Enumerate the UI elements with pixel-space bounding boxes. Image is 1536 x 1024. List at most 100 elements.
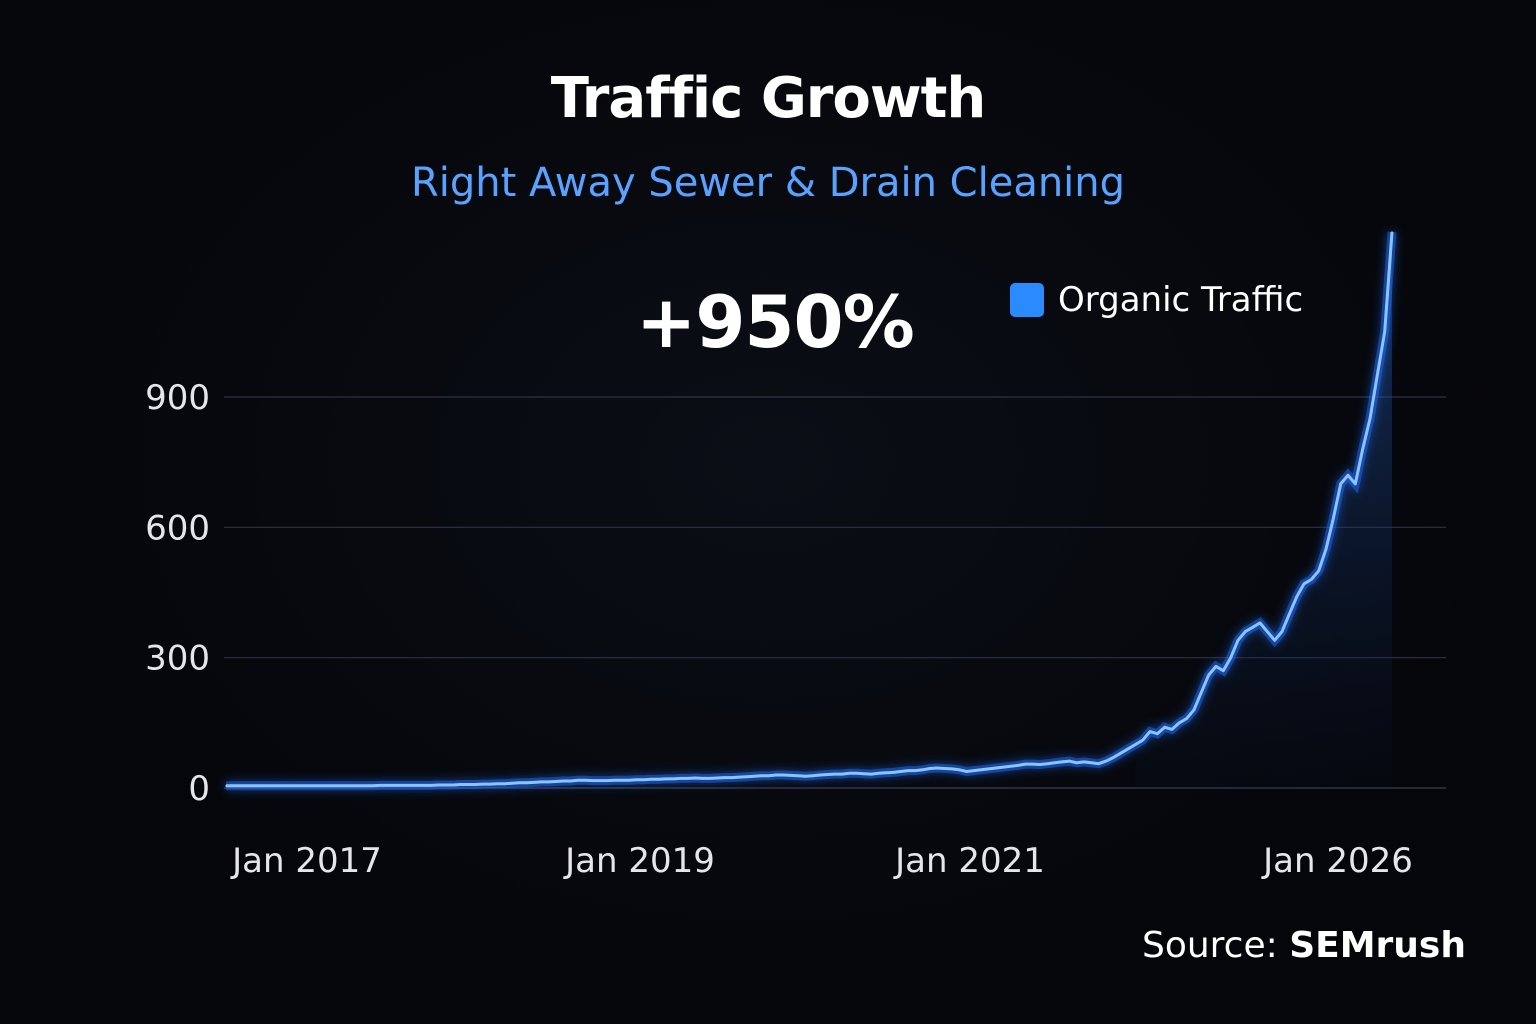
data-point [1361, 448, 1364, 450]
data-point [364, 785, 367, 787]
data-point [833, 773, 836, 775]
data-point [958, 768, 961, 771]
data-point [921, 768, 924, 771]
x-tick-label: Jan 2019 [563, 841, 715, 881]
data-point [1031, 763, 1034, 765]
data-point [1149, 730, 1151, 733]
legend: Organic Traffic [1010, 280, 1303, 320]
data-point [298, 785, 301, 787]
data-point [1251, 626, 1254, 629]
data-point [775, 774, 777, 776]
data-point [1163, 726, 1166, 728]
data-point [951, 768, 953, 770]
data-point [1244, 630, 1247, 633]
data-point [643, 778, 645, 781]
data-point [415, 784, 418, 787]
data-point [650, 778, 653, 781]
data-point [606, 779, 609, 782]
data-point [555, 780, 557, 783]
data-point [1009, 765, 1012, 768]
data-point [723, 776, 726, 779]
data-point [1310, 578, 1313, 581]
data-point [1207, 674, 1210, 676]
data-point [804, 775, 807, 778]
data-point [731, 776, 733, 779]
data-point [848, 772, 851, 775]
data-point [584, 779, 587, 781]
data-point [1097, 762, 1100, 765]
data-point [672, 778, 675, 780]
data-point [687, 777, 689, 780]
data-point [533, 781, 535, 784]
data-point [1112, 756, 1115, 759]
data-point [511, 782, 513, 785]
data-point [239, 785, 242, 787]
data-point [320, 785, 323, 787]
chart-subtitle: Right Away Sewer & Drain Cleaning [410, 160, 1126, 206]
x-tick-label: Jan 2026 [1261, 841, 1413, 881]
data-point [965, 770, 968, 773]
data-point [738, 776, 741, 778]
data-point [657, 778, 660, 781]
data-point [1332, 517, 1335, 520]
data-point [1229, 656, 1232, 659]
data-point [1325, 548, 1327, 550]
data-point [753, 775, 755, 778]
data-point [540, 781, 543, 783]
y-tick-label: 300 [145, 639, 210, 679]
data-point [599, 779, 601, 782]
data-point [445, 784, 447, 786]
data-point [1376, 374, 1379, 377]
data-point [1259, 622, 1261, 624]
x-tick-label: Jan 2017 [230, 841, 382, 881]
data-point [914, 769, 917, 772]
data-point [379, 784, 381, 787]
data-point [481, 783, 484, 785]
data-point [1383, 331, 1386, 333]
y-axis: 0 300 600 900 [145, 378, 210, 809]
data-point [1119, 752, 1122, 755]
source-brand: SEMrush [1289, 925, 1466, 966]
data-point [899, 770, 902, 773]
series-area [1135, 232, 1392, 788]
data-point [716, 777, 719, 779]
chart-title: Traffic Growth [550, 66, 987, 131]
data-point [936, 767, 939, 769]
data-point [1237, 639, 1239, 642]
y-tick-label: 0 [188, 769, 210, 809]
data-point [665, 778, 667, 780]
data-point [1134, 743, 1137, 746]
data-point [569, 780, 572, 782]
data-point [518, 781, 521, 784]
data-point [789, 774, 792, 777]
data-point [782, 774, 785, 776]
y-tick-label: 600 [145, 508, 210, 548]
data-point [1075, 762, 1078, 764]
data-point [1347, 474, 1349, 477]
y-tick-label: 900 [145, 378, 210, 418]
data-point [393, 784, 396, 787]
data-point [855, 772, 858, 775]
data-point [496, 782, 499, 785]
data-point [467, 783, 469, 786]
data-point [437, 784, 440, 786]
data-point [1061, 761, 1063, 763]
data-point [745, 775, 748, 778]
data-point [1200, 691, 1203, 694]
data-point [863, 772, 865, 775]
data-point [613, 779, 616, 781]
data-point [474, 783, 477, 786]
data-point [1046, 762, 1049, 765]
data-point [892, 771, 895, 774]
data-point [826, 773, 829, 776]
data-point [995, 767, 997, 769]
data-point [943, 767, 946, 770]
data-point [709, 777, 711, 780]
data-point [577, 779, 579, 781]
data-point [283, 785, 286, 787]
data-point [291, 785, 293, 787]
data-point [980, 768, 983, 771]
data-point [1222, 669, 1225, 672]
data-point [386, 784, 389, 787]
